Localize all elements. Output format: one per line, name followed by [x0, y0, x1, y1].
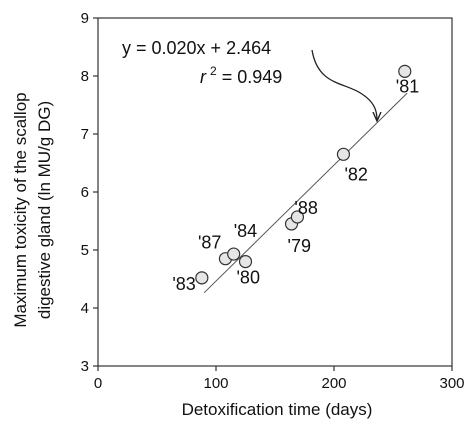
y-tick-label: 8 — [81, 68, 89, 85]
y-tick-label: 3 — [81, 358, 89, 375]
r-squared-symbol: r — [200, 67, 207, 87]
data-point-label: '82 — [344, 164, 367, 184]
data-point-label: '80 — [237, 268, 260, 288]
regression-line — [203, 92, 408, 294]
data-points — [195, 64, 412, 285]
data-point — [227, 247, 241, 261]
data-point-label: '79 — [288, 236, 311, 256]
x-axis-title: Detoxification time (days) — [182, 400, 373, 419]
regression-equation: y = 0.020x + 2.464 — [122, 38, 271, 58]
y-axis-title-line-1: Maximum toxicity of the scallop — [11, 92, 30, 327]
r-squared-value: = 0.949 — [217, 67, 283, 87]
data-point — [238, 255, 253, 269]
data-point — [398, 64, 412, 78]
data-point-label: '87 — [198, 233, 221, 253]
data-point — [195, 271, 209, 285]
y-axis-title-line-2: digestive gland (ln MU/g DG) — [35, 101, 54, 319]
y-tick-label: 5 — [81, 242, 89, 259]
data-point — [336, 147, 351, 161]
y-axis-title: Maximum toxicity of the scallop digestiv… — [11, 92, 54, 327]
y-tick-label: 7 — [81, 126, 89, 143]
data-point-label: '84 — [234, 221, 257, 241]
data-point — [290, 210, 305, 224]
data-point-label: '88 — [294, 198, 317, 218]
point-labels: '83 '87 '84 '80 '79 '88 '82 '81 — [172, 76, 419, 293]
r-squared-superscript: 2 — [210, 64, 217, 78]
annotation-arrow — [311, 49, 377, 120]
x-tick-label: 0 — [94, 375, 102, 392]
x-tick-label: 200 — [321, 375, 346, 392]
x-tick-label: 300 — [439, 375, 464, 392]
x-tick-label: 100 — [203, 375, 228, 392]
y-tick-label: 4 — [81, 300, 89, 317]
data-point-label: '81 — [396, 76, 419, 96]
data-point-label: '83 — [172, 274, 195, 294]
ticks: 0 100 200 300 3 4 5 6 7 8 9 — [81, 10, 465, 392]
y-tick-label: 6 — [81, 184, 89, 201]
y-tick-label: 9 — [81, 10, 89, 27]
regression-line-group — [203, 92, 408, 294]
